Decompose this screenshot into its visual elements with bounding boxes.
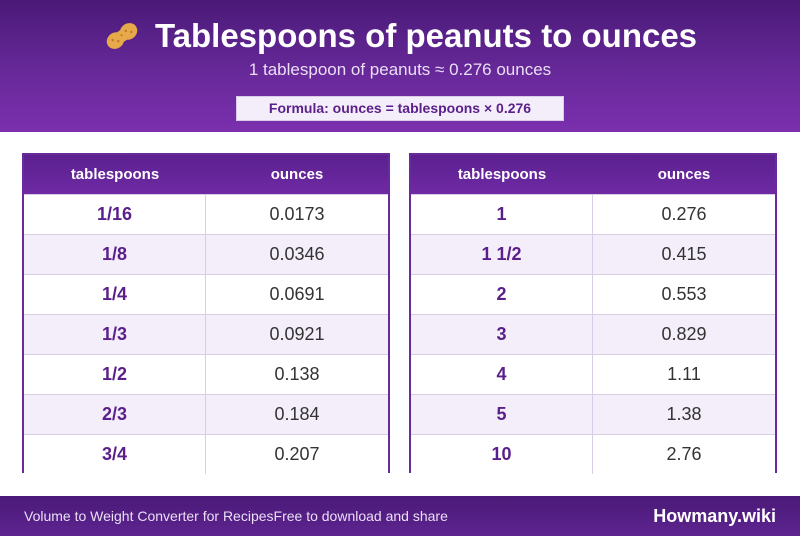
tablespoons-value: 1/8 [24, 235, 206, 274]
ounces-value: 0.184 [274, 404, 320, 424]
table-row: 1/8 0.0346 [24, 234, 388, 274]
table-row: 1 0.276 [411, 194, 775, 234]
ounces-value: 0.0691 [269, 284, 325, 304]
tablespoons-value: 1/4 [24, 275, 206, 314]
tablespoons-value: 3/4 [24, 435, 206, 474]
conversion-table-right: tablespoons ounces 1 0.276 1 1/2 0.415 2… [409, 153, 777, 474]
ounces-value: 0.207 [274, 444, 320, 464]
footer-bar: Volume to Weight Converter for Recipes Fr… [0, 496, 800, 536]
tablespoons-value: 1 1/2 [411, 235, 593, 274]
formula-box: Formula: ounces = tablespoons × 0.276 [236, 96, 564, 121]
table-row: 3/4 0.207 [24, 434, 388, 474]
footer-description: Volume to Weight Converter for Recipes Fr… [24, 496, 448, 536]
tablespoons-value: 1/3 [24, 315, 206, 354]
page-title: Tablespoons of peanuts to ounces [154, 17, 698, 54]
ounces-value: 0.0173 [269, 204, 325, 224]
page-subtitle: 1 tablespoon of peanuts ≈ 0.276 ounces [248, 60, 552, 79]
table-row: 2 0.553 [411, 274, 775, 314]
table-header: tablespoons ounces [24, 155, 388, 194]
table-row: 2/3 0.184 [24, 394, 388, 434]
table-row: 1/2 0.138 [24, 354, 388, 394]
ounces-value: 0.553 [661, 284, 707, 304]
ounces-value: 0.829 [661, 324, 707, 344]
tablespoons-value: 2 [411, 275, 593, 314]
ounces-value: 1.38 [666, 404, 702, 424]
table-row: 1/4 0.0691 [24, 274, 388, 314]
footer-share-note: Free to download and share [273, 508, 448, 524]
table-row: 5 1.38 [411, 394, 775, 434]
tablespoons-value: 1/16 [24, 195, 206, 234]
table-row: 3 0.829 [411, 314, 775, 354]
ounces-value: 1.11 [667, 364, 701, 384]
peanut-icon [103, 21, 141, 51]
table-row: 1/3 0.0921 [24, 314, 388, 354]
table-row: 4 1.11 [411, 354, 775, 394]
ounces-value: 0.138 [274, 364, 320, 384]
conversion-table-left: tablespoons ounces 1/16 0.0173 1/8 0.034… [22, 153, 390, 474]
ounces-value: 0.0346 [269, 244, 325, 264]
table-row: 1/16 0.0173 [24, 194, 388, 234]
header-banner: Tablespoons of peanuts to ounces 1 table… [0, 0, 800, 132]
ounces-value: 2.76 [666, 444, 702, 464]
tablespoons-value: 1/2 [24, 355, 206, 394]
tablespoons-value: 1 [411, 195, 593, 234]
ounces-value: 0.276 [661, 204, 707, 224]
tablespoons-value: 2/3 [24, 395, 206, 434]
column-header-tablespoons: tablespoons [70, 166, 160, 183]
column-header-tablespoons: tablespoons [457, 166, 547, 183]
tablespoons-value: 10 [411, 435, 593, 474]
brand-logo-text[interactable]: Howmany.wiki [653, 505, 776, 526]
tablespoons-value: 5 [411, 395, 593, 434]
column-header-ounces: ounces [657, 166, 711, 183]
table-row: 1 1/2 0.415 [411, 234, 775, 274]
tablespoons-value: 3 [411, 315, 593, 354]
title-row: Tablespoons of peanuts to ounces [0, 14, 800, 58]
table-header: tablespoons ounces [411, 155, 775, 194]
column-header-ounces: ounces [270, 166, 324, 183]
tablespoons-value: 4 [411, 355, 593, 394]
footer-tagline: Volume to Weight Converter for Recipes [24, 508, 274, 524]
ounces-value: 0.415 [661, 244, 707, 264]
table-row: 10 2.76 [411, 434, 775, 474]
ounces-value: 0.0921 [269, 324, 325, 344]
